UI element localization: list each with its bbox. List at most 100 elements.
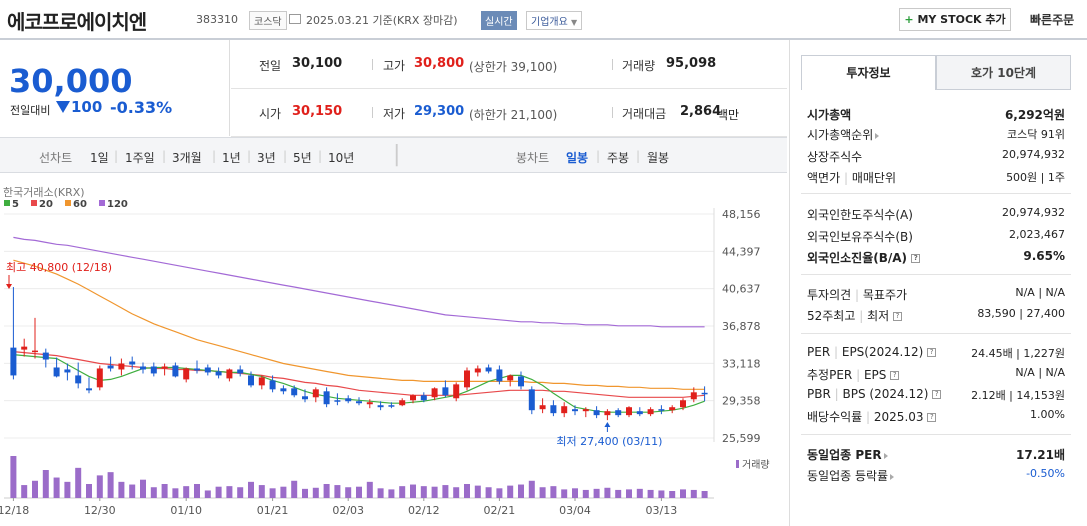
section-divider — [801, 333, 1071, 334]
candle-body — [377, 405, 384, 408]
period-3y[interactable]: 3년 — [257, 151, 276, 165]
candle-body — [528, 389, 535, 411]
volume-bar — [410, 484, 416, 498]
candle-weekly[interactable]: 주봉 — [607, 151, 630, 165]
info-row-dividend: 배당수익률 | 2025.03 ? 1.00% — [807, 406, 1065, 426]
candle-body — [680, 400, 686, 408]
volume-legend-label: 거래량 — [742, 459, 770, 471]
candlestick-chart[interactable]: 한국거래소(KRX) 5 20 60 120 48,156 44,397 40,637 36… — [0, 180, 787, 526]
tab-quote-10[interactable]: 호가 10단계 — [936, 55, 1071, 90]
candle-body — [96, 368, 103, 388]
volume-bar — [269, 488, 276, 498]
candle-body — [161, 366, 168, 369]
candle-body — [388, 405, 395, 407]
period-10y[interactable]: 10년 — [328, 151, 355, 165]
per-eps-value: 24.45배 | 1,227원 — [971, 347, 1065, 360]
high-label: 고가 — [383, 59, 406, 73]
divider: | — [247, 149, 252, 163]
market-cap-rank-label[interactable]: 시가총액순위 — [807, 126, 880, 143]
stats-divider — [231, 136, 787, 137]
volume-bar — [658, 490, 665, 498]
volume-bar — [615, 489, 622, 498]
realtime-button[interactable]: 실시간 — [481, 11, 517, 30]
my-stock-add-button[interactable]: + MY STOCK 추가 — [899, 8, 1011, 31]
volume-bar — [334, 485, 341, 498]
period-1d[interactable]: 1일 — [90, 151, 109, 165]
volume-bar — [312, 487, 319, 498]
x-tick-label: 01/21 — [257, 504, 289, 517]
company-info-dropdown[interactable]: 기업개요 ▼ — [526, 11, 583, 30]
high-annotation: 최고 40,800 (12/18) — [6, 261, 112, 274]
candle-body — [140, 366, 146, 370]
help-icon[interactable]: ? — [927, 413, 937, 422]
period-5y[interactable]: 5년 — [293, 151, 312, 165]
pbr-bps-value: 2.12배 | 14,153원 — [971, 389, 1065, 402]
volume-bar — [161, 484, 168, 498]
volume-bar — [237, 487, 244, 498]
open-label: 시가 — [259, 107, 282, 121]
candle-body — [86, 388, 92, 391]
divider: | — [162, 149, 167, 163]
volume-bar — [496, 488, 503, 498]
divider: | — [393, 142, 401, 167]
divider: | — [318, 149, 323, 163]
candle-body — [431, 388, 438, 398]
sector-per-label[interactable]: 동일업종 PER — [807, 446, 888, 463]
period-1w[interactable]: 1주일 — [125, 151, 155, 165]
candle-body — [420, 395, 427, 401]
quick-order-link[interactable]: 빠른주문 — [1030, 13, 1075, 27]
help-icon[interactable]: ? — [893, 312, 903, 321]
volume-bar — [226, 486, 233, 498]
my-stock-label: MY STOCK 추가 — [917, 13, 1006, 26]
high-arrow-head — [6, 284, 12, 289]
volume-bar — [604, 487, 611, 498]
y-tick-label: 44,397 — [722, 245, 761, 258]
x-tick-label: 12/30 — [84, 504, 116, 517]
candle-chart-label: 봉차트 — [516, 151, 550, 165]
divider — [612, 59, 613, 70]
info-row-pbr: PBR | BPS (2024.12) ? 2.12배 | 14,153원 — [807, 385, 1065, 405]
est-per-eps-value: N/A | N/A — [1015, 366, 1065, 379]
period-1y[interactable]: 1년 — [222, 151, 241, 165]
line-chart-label: 선차트 — [39, 151, 73, 165]
low-value: 29,300 — [414, 104, 465, 119]
volume-bar — [366, 481, 373, 498]
foreign-hold-value: 2,023,467 — [1009, 228, 1065, 241]
candle-body — [582, 409, 589, 412]
volume-bar — [550, 486, 557, 498]
caret-right-icon — [875, 132, 880, 139]
sector-rate-value: -0.50% — [1026, 467, 1065, 480]
candle-body — [366, 402, 373, 405]
company-info-label: 기업개요 — [531, 17, 568, 28]
shares-value: 20,974,932 — [1002, 148, 1065, 161]
volume-bar — [431, 486, 438, 498]
sector-rate-label[interactable]: 동일업종 등락률 — [807, 467, 895, 484]
high-value: 30,800 — [414, 56, 465, 71]
header-bar — [0, 0, 1087, 40]
candle-body — [204, 367, 211, 373]
tab-investment-info[interactable]: 투자정보 — [801, 55, 936, 90]
info-row-sector-per: 동일업종 PER 17.21배 — [807, 444, 1065, 464]
candle-body — [701, 392, 708, 395]
period-3m[interactable]: 3개월 — [172, 151, 202, 165]
candle-daily[interactable]: 일봉 — [566, 151, 589, 165]
volume-bar — [690, 489, 697, 498]
section-divider — [801, 274, 1071, 275]
candle-monthly[interactable]: 월봉 — [647, 151, 670, 165]
current-price: 30,000 — [9, 62, 133, 100]
help-icon[interactable]: ? — [911, 254, 921, 263]
help-icon[interactable]: ? — [927, 348, 937, 357]
market-badge: 코스닥 — [249, 11, 287, 30]
candle-body — [593, 410, 600, 416]
help-icon[interactable]: ? — [932, 390, 942, 399]
info-row-shares: 상장주식수 20,974,932 — [807, 146, 1065, 166]
plus-icon: + — [904, 13, 914, 26]
candle-body — [496, 369, 503, 382]
dividend-label: 배당수익률 | 2025.03 ? — [807, 408, 937, 425]
help-icon[interactable]: ? — [890, 371, 900, 380]
opinion-target-label: 투자의견 | 목표주가 — [807, 288, 908, 302]
volume-bar — [582, 489, 589, 498]
candle-body — [690, 392, 697, 400]
volume-bar — [356, 486, 362, 498]
volume-bar — [194, 484, 200, 498]
